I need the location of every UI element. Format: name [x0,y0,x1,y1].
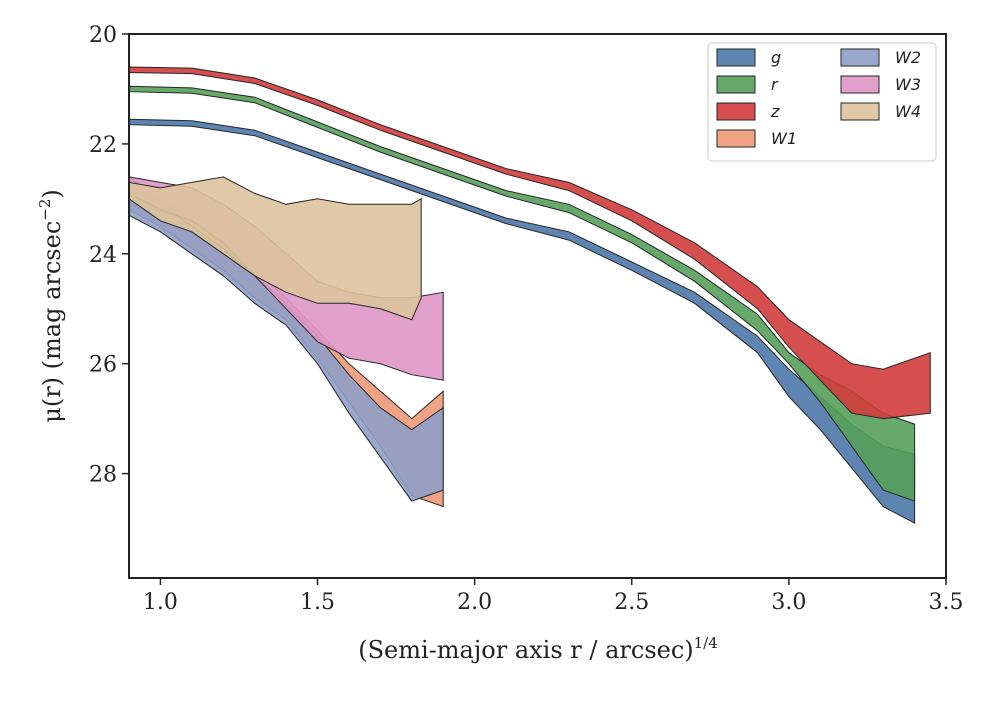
x-tick-label: 1.5 [300,590,335,615]
profile-bands [128,66,931,524]
legend-box [707,42,937,162]
legend-swatch-z [716,102,756,121]
y-tick-label: 24 [89,243,117,268]
legend-swatch-r [716,75,756,94]
legend-label-W1: W1 [771,129,797,148]
legend-swatch-W3 [840,75,880,94]
x-tick-label: 2.0 [457,590,492,615]
legend: grz W1 W2 W3 W4 [707,42,937,162]
x-axis-label: (Semi-major axis r / arcsec)1/4 [358,634,718,664]
band-W4 [128,176,422,321]
legend-label-W3: W3 [895,75,921,94]
plot-frame [128,33,947,579]
axes: 1.0 1.5 2.0 2.5 3.0 3.5 20 22 24 26 28 [89,23,964,615]
band-z [128,66,931,420]
x-tick-label: 1.0 [143,590,178,615]
legend-label-W2: W2 [895,48,921,67]
y-tick-label: 22 [89,133,117,158]
y-tick-label: 20 [89,23,117,48]
x-tick-label: 3.0 [771,590,806,615]
y-axis-label: μ(r) (mag arcsec−2) [36,189,66,423]
legend-label-r: r [771,75,779,94]
x-tick-label: 2.5 [614,590,649,615]
x-tick-label: 3.5 [929,590,964,615]
legend-label-W4: W4 [895,102,921,121]
y-tick-label: 26 [89,353,117,378]
band-r [128,85,916,502]
band-g [128,118,916,524]
legend-swatch-W1 [716,129,756,148]
y-tick-label: 28 [89,463,117,488]
legend-label-z: z [770,102,780,121]
legend-swatch-W4 [840,102,880,121]
legend-swatch-W2 [840,48,880,67]
legend-swatch-g [716,48,756,67]
legend-label-g: g [771,48,781,67]
